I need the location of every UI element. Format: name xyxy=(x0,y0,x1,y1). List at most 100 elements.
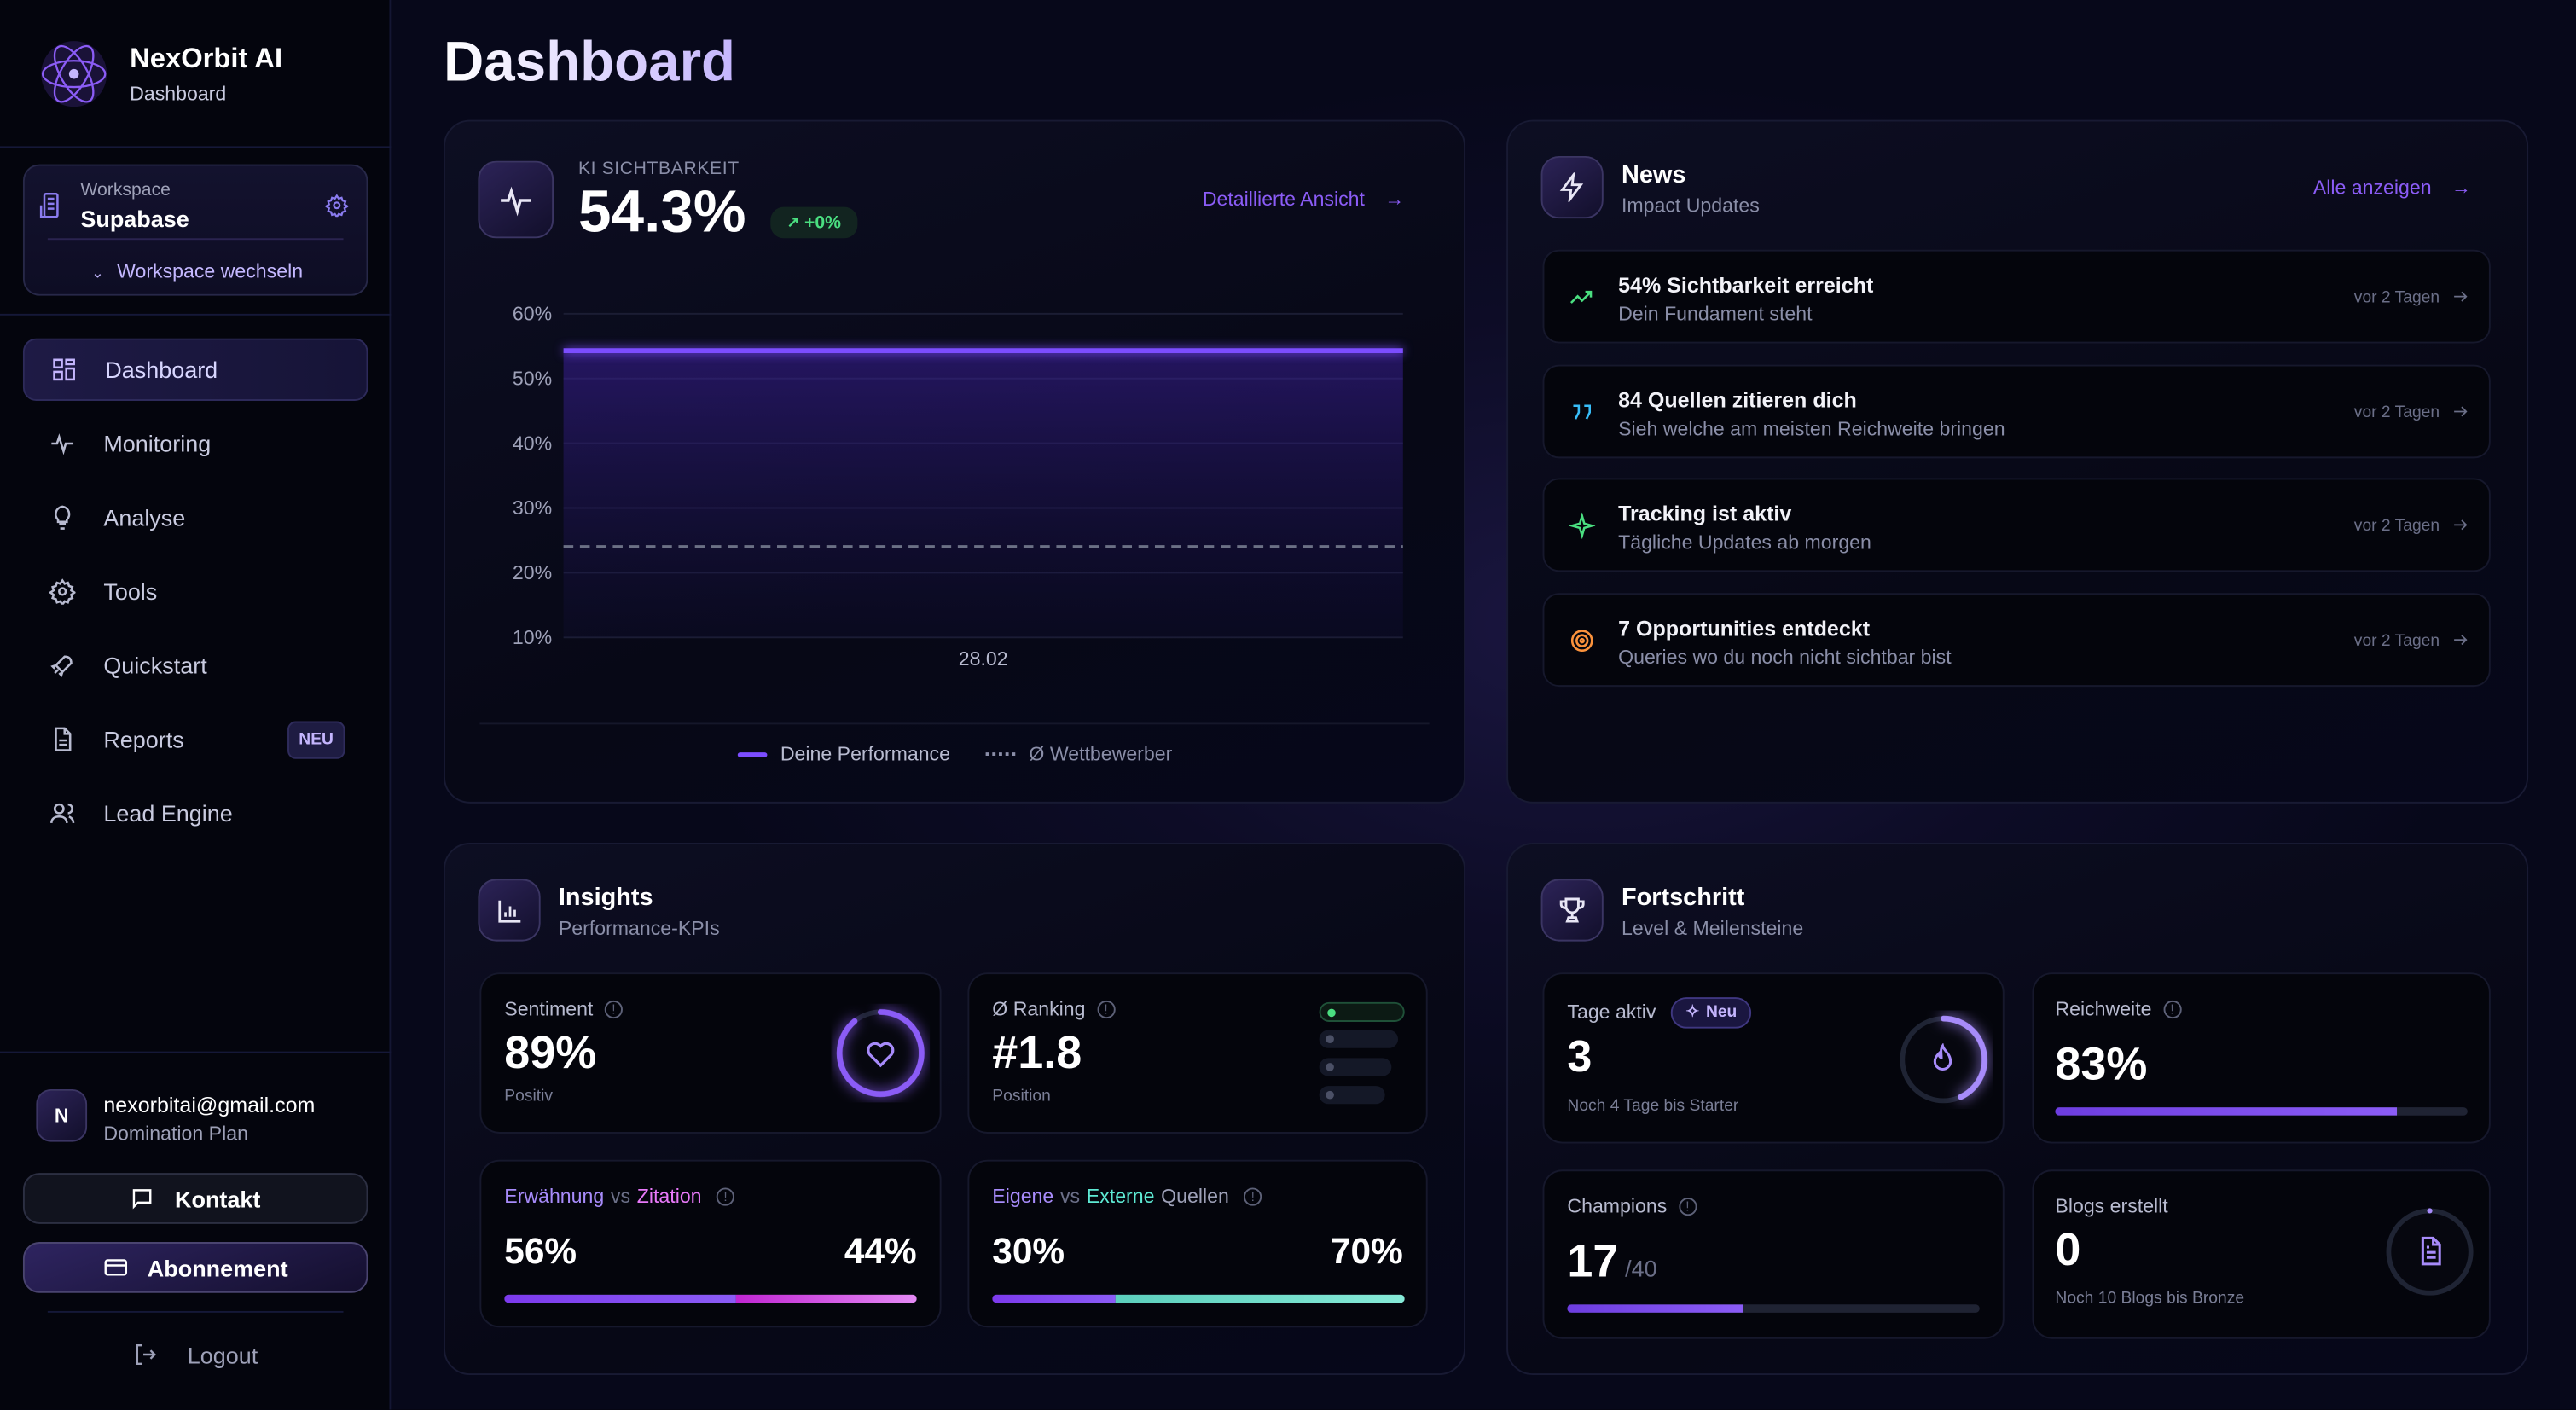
sparkle-icon: ✧ xyxy=(1685,1003,1700,1022)
y-tick-label: 20% xyxy=(513,561,552,583)
workspace-switch[interactable]: ⌄ Workspace wechseln xyxy=(25,259,369,282)
workspace-switch-label: Workspace wechseln xyxy=(117,259,304,283)
quote-icon xyxy=(1573,403,1592,419)
sidebar-item-reports[interactable]: Reports NEU xyxy=(23,708,368,770)
ranking-pill xyxy=(1319,1086,1385,1105)
sidebar-item-monitoring[interactable]: Monitoring xyxy=(23,412,368,474)
info-icon[interactable]: ! xyxy=(2162,999,2182,1018)
page-title: Dashboard xyxy=(444,31,736,94)
trending-up-icon xyxy=(1569,290,1593,304)
ranking-card xyxy=(967,972,1428,1134)
news-item[interactable]: Tracking ist aktiv Tägliche Updates ab m… xyxy=(1542,478,2491,572)
champions-total: /40 xyxy=(1625,1255,1657,1282)
document-icon xyxy=(2421,1236,2441,1266)
gear-icon[interactable] xyxy=(325,194,349,218)
ranking-value: #1.8 xyxy=(992,1026,1082,1078)
sidebar-item-quickstart[interactable]: Quickstart xyxy=(23,634,368,696)
heart-icon xyxy=(867,1042,895,1068)
reach-label: Reichweite! xyxy=(2055,997,2182,1020)
days-caption: Noch 4 Tage bis Starter xyxy=(1567,1097,1739,1116)
activity-icon xyxy=(501,185,531,216)
y-tick-label: 40% xyxy=(513,432,552,454)
sidebar-item-label: Dashboard xyxy=(105,356,218,383)
ranking-caption: Position xyxy=(992,1088,1051,1106)
info-icon[interactable]: ! xyxy=(1244,1187,1262,1205)
news-item-subtitle: Queries wo du noch nicht sichtbar bist xyxy=(1618,644,1952,668)
mention-split-bar xyxy=(504,1294,917,1303)
new-badge: NEU xyxy=(287,720,345,758)
flame-icon xyxy=(1933,1043,1952,1071)
show-all-label: Alle anzeigen xyxy=(2312,176,2432,200)
logo-atom-icon xyxy=(41,41,107,107)
detail-view-link[interactable]: Detaillierte Ansicht → xyxy=(1203,188,1404,211)
app-subtitle: Dashboard xyxy=(130,82,227,106)
sources-value-a: 30% xyxy=(992,1230,1065,1272)
news-item-title: Tracking ist aktiv xyxy=(1618,501,1792,526)
sentiment-caption: Positiv xyxy=(504,1088,554,1106)
user-email: nexorbitai@gmail.com xyxy=(103,1092,316,1117)
contact-label: Kontakt xyxy=(174,1185,261,1212)
legend-swatch-dashed xyxy=(986,752,1017,756)
news-item-title: 54% Sichtbarkeit erreicht xyxy=(1618,272,1874,298)
news-item-subtitle: Sieh welche am meisten Reichweite bringe… xyxy=(1618,416,2005,440)
arrow-right-icon xyxy=(2454,634,2468,645)
info-icon[interactable]: ! xyxy=(1678,1197,1697,1216)
insights-subtitle: Performance-KPIs xyxy=(558,916,720,940)
ranking-pill xyxy=(1319,1030,1399,1048)
performance-area xyxy=(563,351,1403,638)
y-tick-label: 30% xyxy=(513,496,552,519)
logout-button[interactable]: Logout xyxy=(0,1342,391,1369)
users-icon xyxy=(50,803,75,824)
gear-icon xyxy=(49,578,76,605)
legend-label: Ø Wettbewerber xyxy=(1029,742,1173,766)
sources-label: Eigene vs Externe Quellen! xyxy=(992,1185,1262,1208)
rocket-icon xyxy=(50,655,73,677)
y-tick-label: 60% xyxy=(513,303,552,325)
news-card xyxy=(1506,119,2529,804)
blogs-card xyxy=(2032,1169,2491,1339)
news-item[interactable]: 84 Quellen zitieren dich Sieh welche am … xyxy=(1542,363,2491,458)
arrow-right-icon xyxy=(2454,519,2468,531)
sidebar: NexOrbit AI Dashboard Workspace Supabase… xyxy=(0,0,392,1410)
sidebar-item-label: Quickstart xyxy=(103,652,207,679)
legend-item: Deine Performance xyxy=(737,743,950,766)
sidebar-item-dashboard[interactable]: Dashboard xyxy=(22,338,368,401)
file-icon xyxy=(55,727,72,751)
avatar[interactable]: N xyxy=(36,1088,88,1142)
news-item-title: 84 Quellen zitieren dich xyxy=(1618,386,1857,412)
sidebar-item-label: Monitoring xyxy=(103,430,212,457)
x-tick-label: 28.02 xyxy=(959,647,1008,670)
delta-value: +0% xyxy=(804,212,841,233)
news-item[interactable]: 54% Sichtbarkeit erreicht Dein Fundament… xyxy=(1542,249,2491,344)
contact-button[interactable]: Kontakt xyxy=(22,1173,368,1224)
arrow-right-icon xyxy=(2454,291,2468,302)
sidebar-item-label: Analyse xyxy=(103,504,186,531)
message-icon xyxy=(133,1189,153,1210)
info-icon[interactable]: ! xyxy=(716,1187,735,1205)
news-item-time: vor 2 Tagen xyxy=(2353,403,2440,422)
bolt-icon-box xyxy=(1540,155,1604,219)
info-icon[interactable]: ! xyxy=(604,999,624,1018)
new-badge: ✧ Neu xyxy=(1670,997,1752,1029)
news-item-subtitle: Dein Fundament steht xyxy=(1618,302,1813,326)
workspace-card[interactable]: Workspace Supabase ⌄ Workspace wechseln xyxy=(22,164,369,296)
sidebar-item-analyse[interactable]: Analyse xyxy=(23,486,368,548)
logout-label: Logout xyxy=(187,1342,258,1369)
activity-icon xyxy=(51,433,74,455)
show-all-link[interactable]: Alle anzeigen → xyxy=(2313,176,2471,199)
y-tick-label: 10% xyxy=(513,626,552,648)
days-value: 3 xyxy=(1567,1031,1593,1082)
subscription-button[interactable]: Abonnement xyxy=(22,1242,368,1293)
ranking-label: Ø Ranking! xyxy=(992,997,1116,1020)
mention-label: Erwähnung vs Zitation! xyxy=(504,1185,735,1208)
news-item-title: 7 Opportunities entdeckt xyxy=(1618,615,1871,641)
news-item[interactable]: 7 Opportunities entdeckt Queries wo du n… xyxy=(1542,592,2491,687)
sources-label-b: Externe xyxy=(1086,1184,1155,1208)
news-item-time: vor 2 Tagen xyxy=(2353,288,2440,308)
sidebar-item-lead-engine[interactable]: Lead Engine xyxy=(23,782,368,844)
sparkle-icon xyxy=(1569,512,1596,539)
info-icon[interactable]: ! xyxy=(1096,999,1116,1018)
ranking-pill xyxy=(1319,1058,1392,1076)
sidebar-item-tools[interactable]: Tools xyxy=(23,560,368,623)
legend-swatch-solid xyxy=(737,751,768,757)
